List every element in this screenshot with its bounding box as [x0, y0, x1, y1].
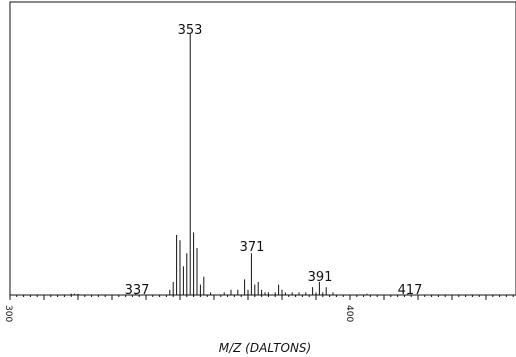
- plot-frame: [9, 1, 516, 296]
- minor-ticks: [9, 295, 514, 300]
- x-tick-label-300: 300: [3, 305, 13, 322]
- x-tick-label-400: 400: [344, 305, 354, 322]
- peak-label-417: 417: [398, 283, 423, 298]
- peak-label-353: 353: [178, 23, 203, 38]
- peaks: [70, 34, 409, 295]
- x-axis-label: M/Z (DALTONS): [219, 341, 311, 355]
- peak-label-391: 391: [308, 270, 333, 285]
- peak-label-337: 337: [125, 283, 150, 298]
- peak-label-371: 371: [240, 240, 265, 255]
